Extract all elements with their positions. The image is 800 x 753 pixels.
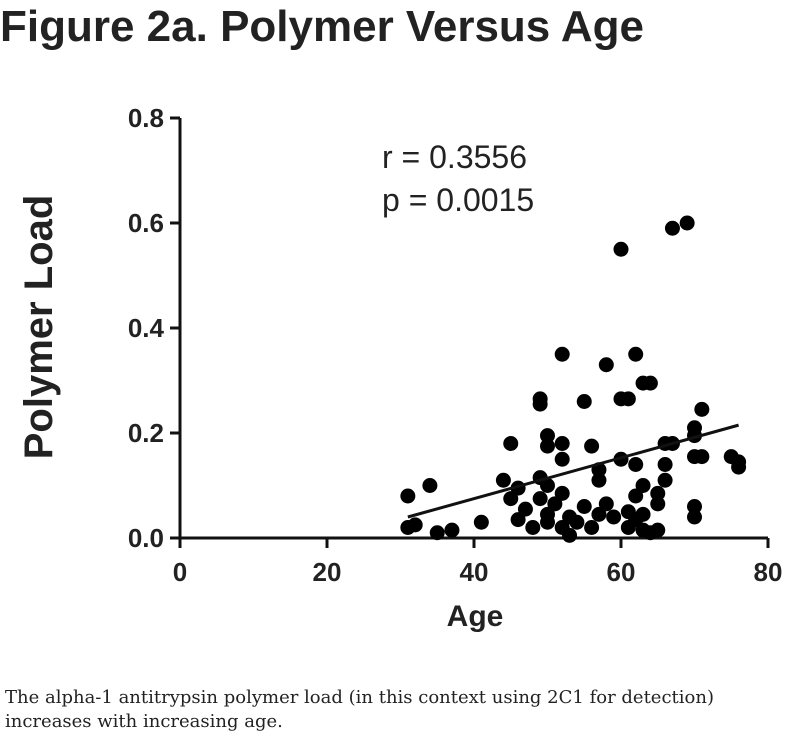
- data-point: [554, 485, 570, 501]
- x-tick-label: 80: [754, 557, 783, 587]
- data-point: [591, 472, 607, 488]
- x-tick-label: 40: [460, 557, 489, 587]
- scatter-chart: 0.0 0.2 0.4 0.6 0.8 0 20 40 60 80 Polymer Load A…: [17, 103, 783, 633]
- data-point: [444, 522, 460, 538]
- data-point: [540, 478, 555, 493]
- data-point: [628, 457, 644, 472]
- data-point: [422, 478, 438, 493]
- data-point: [606, 509, 622, 525]
- data-point: [642, 375, 658, 391]
- annotation-r: r = 0.3556: [382, 139, 527, 175]
- data-point: [525, 520, 541, 535]
- data-point: [576, 394, 592, 409]
- data-point: [687, 499, 702, 514]
- data-point: [731, 459, 747, 475]
- chart-axes: [178, 118, 768, 540]
- data-point: [694, 401, 710, 417]
- y-tick-label: 0.0: [128, 523, 164, 553]
- data-point: [584, 438, 600, 454]
- data-point: [687, 509, 702, 525]
- data-point: [503, 491, 519, 507]
- data-point: [591, 506, 607, 522]
- data-point: [547, 496, 563, 512]
- data-point: [620, 391, 636, 407]
- y-axis-label: Polymer Load: [17, 195, 61, 460]
- data-point: [562, 527, 578, 543]
- y-tick-label: 0.6: [128, 208, 164, 238]
- data-point: [694, 449, 710, 465]
- data-point: [635, 478, 651, 493]
- data-point: [429, 525, 445, 541]
- data-point: [598, 357, 614, 373]
- data-point: [584, 520, 600, 535]
- figure-caption: The alpha-1 antitrypsin polymer load (in…: [5, 687, 714, 732]
- data-point: [650, 496, 666, 512]
- data-point: [650, 522, 666, 538]
- data-point: [569, 514, 585, 530]
- data-point: [554, 346, 570, 362]
- data-point: [650, 485, 666, 501]
- data-point: [613, 241, 629, 257]
- data-point: [503, 436, 519, 451]
- data-point: [517, 501, 533, 517]
- y-tick-label: 0.8: [128, 103, 164, 133]
- page-title: Figure 2a. Polymer Versus Age: [0, 2, 644, 51]
- x-tick-label: 20: [313, 557, 342, 587]
- x-tick-label: 60: [607, 557, 636, 587]
- data-point: [635, 506, 651, 522]
- data-point: [400, 488, 416, 504]
- y-tick-label: 0.2: [128, 418, 164, 448]
- x-tick-group: 0 20 40 60 80: [173, 538, 783, 587]
- data-points: [400, 215, 747, 543]
- data-point: [540, 514, 555, 530]
- data-point: [473, 514, 489, 530]
- data-point: [657, 472, 673, 488]
- data-point: [598, 496, 614, 512]
- data-point: [510, 512, 526, 528]
- data-point: [540, 428, 555, 444]
- y-tick-label: 0.4: [128, 313, 165, 343]
- x-axis-label: Age: [447, 600, 504, 633]
- data-point: [532, 491, 548, 507]
- data-point: [495, 472, 511, 488]
- data-point: [679, 215, 695, 231]
- data-point: [407, 517, 423, 533]
- data-point: [554, 451, 570, 467]
- trend-line: [407, 423, 740, 519]
- data-point: [628, 488, 644, 504]
- data-point: [628, 346, 644, 362]
- x-tick-label: 0: [173, 557, 187, 587]
- annotation-p: p = 0.0015: [382, 182, 534, 218]
- data-point: [664, 220, 680, 236]
- y-tick-group: 0.0 0.2 0.4 0.6 0.8: [128, 103, 180, 553]
- data-point: [576, 499, 592, 514]
- data-point: [540, 438, 555, 454]
- data-point: [554, 436, 570, 451]
- data-point: [532, 391, 548, 407]
- data-point: [657, 457, 673, 472]
